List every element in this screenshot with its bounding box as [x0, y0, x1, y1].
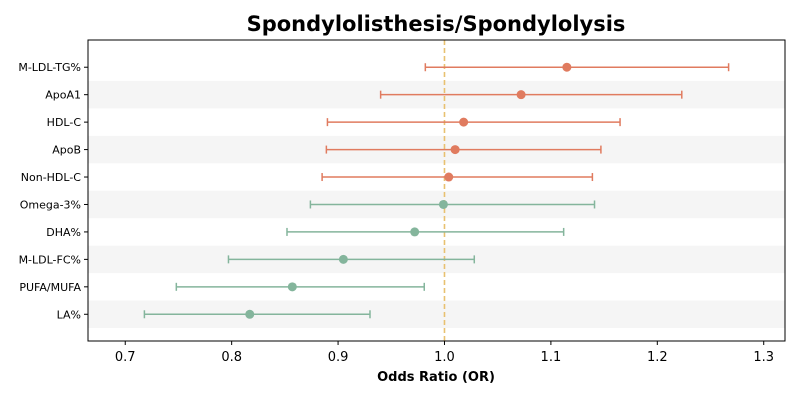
row-marks: [424, 62, 730, 72]
or-point: [438, 199, 448, 209]
or-point: [410, 227, 420, 237]
or-point: [338, 254, 348, 264]
row-marks: [175, 282, 426, 292]
y-tick-label: LA%: [57, 308, 81, 321]
x-tick-label: 1.1: [541, 350, 562, 365]
plot-frame: [87, 39, 786, 342]
chart-title: Spondylolisthesis/Spondylolysis: [247, 12, 626, 36]
or-point: [444, 172, 454, 182]
x-axis-label: Odds Ratio (OR): [377, 370, 495, 385]
y-tick-label: ApoB: [52, 144, 81, 157]
row-marks: [143, 309, 371, 319]
or-point: [287, 282, 297, 292]
row-marks: [309, 199, 596, 209]
y-tick-label: Omega-3%: [20, 198, 81, 211]
row-marks: [326, 117, 621, 127]
y-tick-label: Non-HDL-C: [21, 171, 82, 184]
row-marks: [325, 145, 602, 155]
y-tick-label: PUFA/MUFA: [19, 281, 81, 294]
x-tick-label: 1.3: [753, 350, 774, 365]
row-marks: [321, 172, 594, 182]
row-marks: [379, 90, 683, 100]
x-tick-label: 1.0: [434, 350, 455, 365]
y-tick-label: M-LDL-TG%: [18, 61, 81, 74]
x-tick-label: 1.2: [647, 350, 668, 365]
or-point: [562, 62, 572, 72]
y-tick-label: ApoA1: [45, 89, 81, 102]
x-axis-ticks: 0.7 0.8 0.9 1.0 1.1 1.2 1.3: [115, 341, 774, 365]
y-tick-label: DHA%: [46, 226, 81, 239]
x-tick-label: 0.8: [221, 350, 242, 365]
data-marks: [143, 62, 730, 319]
or-point: [450, 145, 460, 155]
row-marks: [227, 254, 476, 264]
row-marks: [286, 227, 565, 237]
x-tick-label: 0.9: [328, 350, 349, 365]
or-point: [516, 90, 526, 100]
y-axis-ticks: M-LDL-TG% ApoA1 HDL-C ApoB Non-HDL-C Omega-3%…: [18, 61, 88, 321]
or-point: [245, 309, 255, 319]
y-tick-label: HDL-C: [47, 116, 82, 129]
x-tick-label: 0.7: [115, 350, 136, 365]
or-point: [459, 117, 469, 127]
y-tick-label: M-LDL-FC%: [19, 253, 81, 266]
